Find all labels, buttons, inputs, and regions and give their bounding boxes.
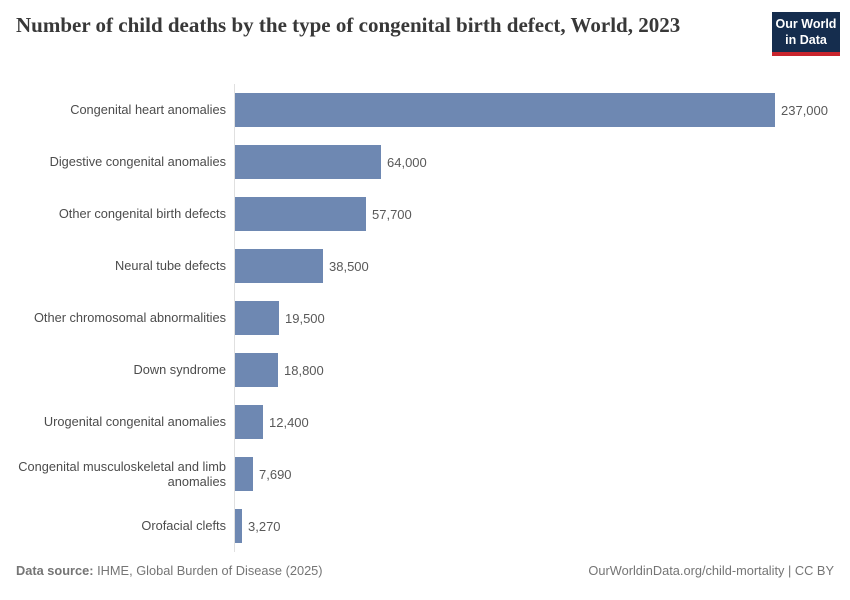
bar[interactable] [235, 509, 242, 543]
chart-row: Orofacial clefts 3,270 [0, 500, 850, 552]
bar-area: 18,800 [235, 353, 324, 387]
category-label: Other congenital birth defects [58, 206, 226, 222]
bar-area: 12,400 [235, 405, 309, 439]
value-label: 57,700 [372, 206, 412, 222]
bar[interactable] [235, 93, 775, 127]
y-axis-line [234, 84, 235, 552]
bar-area: 19,500 [235, 301, 325, 335]
data-source-text: IHME, Global Burden of Disease (2025) [93, 563, 323, 578]
chart-footer: Data source: IHME, Global Burden of Dise… [16, 563, 834, 578]
owid-footer-link[interactable]: OurWorldinData.org/child-mortality | CC … [588, 563, 834, 578]
chart-title: Number of child deaths by the type of co… [16, 13, 681, 37]
bar-area: 237,000 [235, 93, 828, 127]
chart-rows: Congenital heart anomalies 237,000 Diges… [0, 84, 850, 552]
value-label: 18,800 [284, 362, 324, 378]
bar[interactable] [235, 145, 381, 179]
bar-chart: Congenital heart anomalies 237,000 Diges… [0, 84, 850, 552]
value-label: 19,500 [285, 310, 325, 326]
category-label: Neural tube defects [115, 258, 226, 274]
bar-area: 57,700 [235, 197, 412, 231]
category-label: Orofacial clefts [141, 518, 226, 534]
bar-area: 64,000 [235, 145, 427, 179]
value-label: 7,690 [259, 466, 292, 482]
data-source-note: Data source: IHME, Global Burden of Dise… [16, 563, 323, 578]
chart-row: Congenital heart anomalies 237,000 [0, 84, 850, 136]
value-label: 237,000 [781, 102, 828, 118]
value-label: 38,500 [329, 258, 369, 274]
bar[interactable] [235, 353, 278, 387]
chart-row: Other chromosomal abnormalities 19,500 [0, 292, 850, 344]
chart-row: Neural tube defects 38,500 [0, 240, 850, 292]
bar-area: 7,690 [235, 457, 292, 491]
chart-row: Congenital musculoskeletal and limb anom… [0, 448, 850, 500]
value-label: 64,000 [387, 154, 427, 170]
chart-row: Down syndrome 18,800 [0, 344, 850, 396]
owid-logo[interactable]: Our World in Data [772, 12, 840, 57]
category-label: Digestive congenital anomalies [49, 154, 226, 170]
bar[interactable] [235, 457, 253, 491]
bar[interactable] [235, 405, 263, 439]
owid-logo-line1: Our World [775, 17, 837, 31]
chart-row: Urogenital congenital anomalies 12,400 [0, 396, 850, 448]
bar[interactable] [235, 301, 279, 335]
category-label: Congenital heart anomalies [70, 102, 226, 118]
value-label: 3,270 [248, 518, 281, 534]
category-label: Congenital musculoskeletal and limb anom… [18, 458, 226, 489]
bar-area: 3,270 [235, 509, 281, 543]
bar[interactable] [235, 197, 366, 231]
chart-row: Digestive congenital anomalies 64,000 [0, 136, 850, 188]
data-source-label: Data source: [16, 563, 94, 578]
category-label: Other chromosomal abnormalities [33, 310, 226, 326]
category-label: Down syndrome [133, 362, 226, 378]
chart-row: Other congenital birth defects 57,700 [0, 188, 850, 240]
owid-logo-line2: in Data [785, 32, 827, 47]
bar-area: 38,500 [235, 249, 369, 283]
bar[interactable] [235, 249, 323, 283]
value-label: 12,400 [269, 414, 309, 430]
category-label: Urogenital congenital anomalies [43, 414, 226, 430]
